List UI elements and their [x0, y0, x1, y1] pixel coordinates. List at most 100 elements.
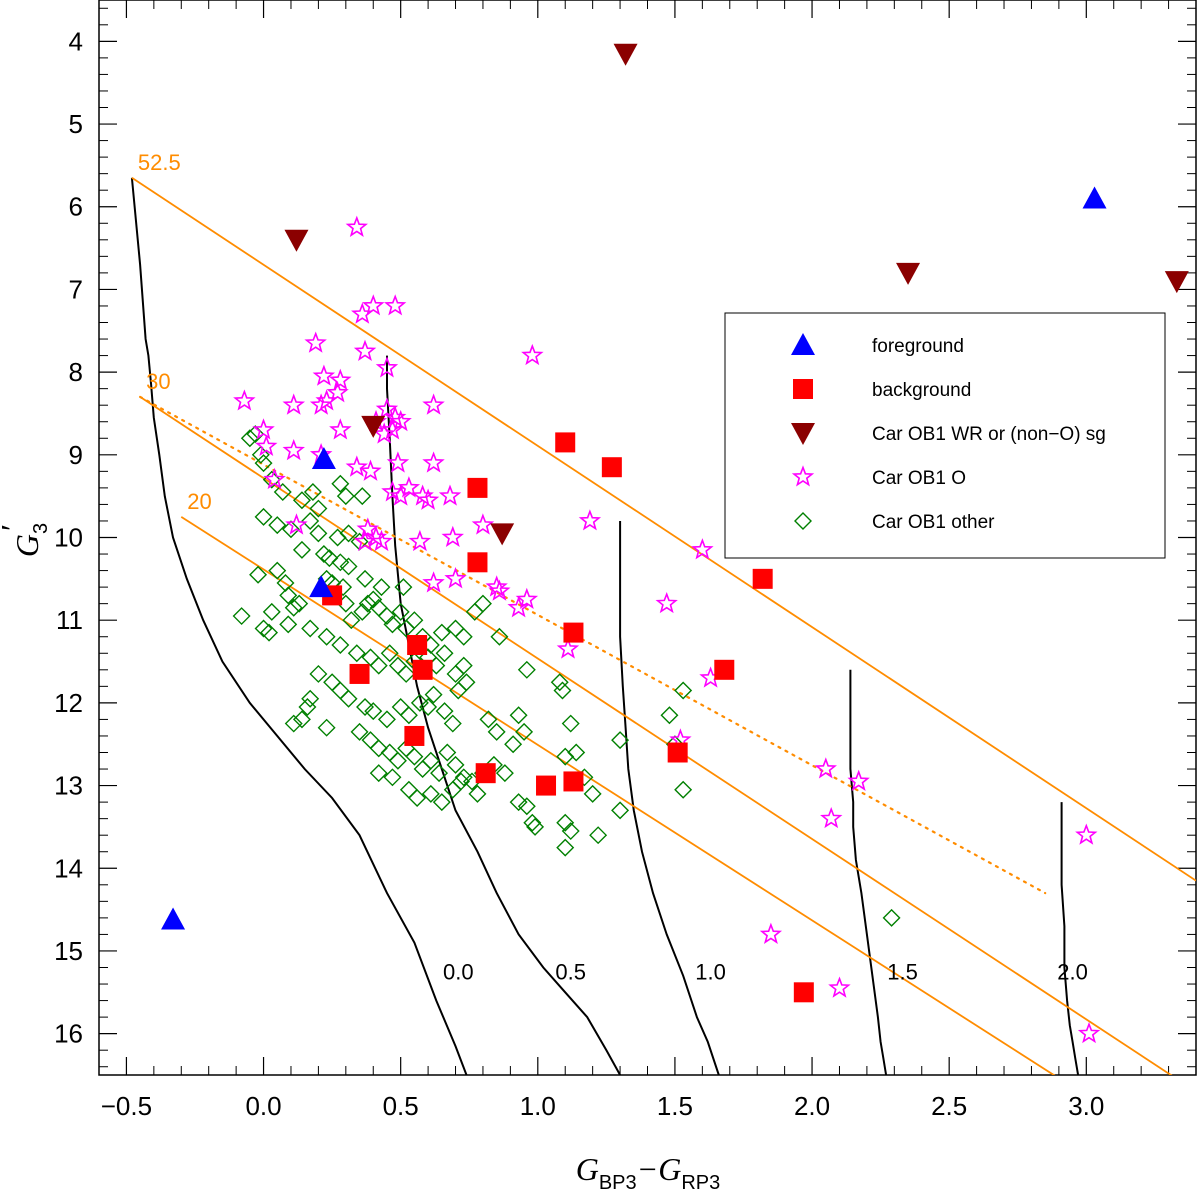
foreground-point — [309, 575, 334, 598]
o-point — [416, 488, 440, 510]
y-tick-label: 13 — [54, 771, 83, 801]
other-point — [567, 743, 586, 762]
o-point — [304, 331, 327, 353]
legend-label-foreground: foreground — [872, 336, 964, 357]
other-point — [331, 553, 350, 572]
background-point — [349, 663, 370, 684]
reddening-line-label: 30 — [146, 369, 170, 394]
background-point — [714, 659, 735, 680]
other-point — [281, 520, 300, 539]
o-point — [444, 567, 467, 589]
o-point — [759, 922, 783, 944]
other-point — [369, 739, 388, 758]
y-tick-label: 9 — [69, 440, 83, 470]
other-point — [446, 619, 465, 638]
other-point — [284, 714, 303, 733]
other-point — [432, 793, 451, 812]
other-point — [413, 760, 432, 779]
other-point — [334, 578, 353, 597]
other-point — [292, 540, 311, 559]
background-point — [536, 775, 557, 796]
data-points — [161, 43, 1189, 1044]
reddening-line-label: 20 — [187, 489, 211, 514]
extinction-curve — [849, 669, 888, 1075]
extinction-curve — [130, 177, 468, 1075]
other-point — [561, 714, 580, 733]
y-axis-title: G3′ — [0, 523, 52, 557]
other-point — [457, 673, 476, 692]
wr-point — [361, 415, 386, 438]
x-tick-label: −0.5 — [101, 1091, 152, 1121]
other-point — [410, 693, 429, 712]
other-point — [361, 648, 380, 667]
o-point — [408, 529, 432, 552]
other-point — [435, 644, 454, 663]
other-point — [399, 780, 418, 799]
extinction-curve-label: 0.5 — [555, 960, 586, 985]
other-point — [430, 764, 449, 783]
other-point — [336, 487, 355, 506]
x-tick-label: 0.0 — [245, 1091, 281, 1121]
y-tick-label: 5 — [69, 109, 83, 139]
o-point — [578, 509, 602, 531]
other-point — [364, 702, 383, 721]
other-point — [589, 826, 608, 845]
x-tick-label: 2.5 — [931, 1091, 967, 1121]
other-point — [380, 743, 399, 762]
other-point — [454, 768, 473, 787]
y-tick-label: 4 — [69, 26, 83, 56]
other-point — [553, 681, 572, 700]
foreground-point — [1082, 186, 1107, 209]
other-point — [232, 607, 251, 626]
o-point — [438, 484, 462, 506]
extinction-curve-label: 1.5 — [887, 960, 918, 985]
other-point — [303, 483, 322, 502]
other-point — [405, 747, 424, 766]
o-point — [471, 513, 495, 535]
tick-labels: −0.5 0.0 0.5 1.0 1.5 2.0 2.5 3.0 4 5 6 7 8 9 10 11 12 13 1… — [54, 26, 1104, 1121]
other-point — [358, 594, 377, 613]
legend-items: foreground background Car OB1 WR or (non−O… — [791, 333, 1106, 533]
other-point — [290, 594, 309, 613]
wr-point — [1164, 271, 1189, 294]
other-point — [583, 784, 602, 803]
extinction-curve-label: 2.0 — [1057, 960, 1088, 985]
other-point — [443, 714, 462, 733]
other-point — [372, 578, 391, 597]
other-point — [356, 698, 375, 717]
other-point — [317, 718, 336, 737]
other-point — [339, 689, 358, 708]
other-point — [504, 735, 523, 754]
extinction-curve — [619, 521, 720, 1075]
annotations: 0.0 0.5 1.0 1.5 2.0 52.5 30 20 — [138, 150, 1088, 985]
other-point — [556, 838, 575, 857]
other-point — [479, 710, 498, 729]
background-point — [404, 725, 425, 746]
extinction-curve-label: 0.0 — [443, 960, 474, 985]
o-point — [386, 451, 410, 473]
y-tick-label: 10 — [54, 523, 83, 553]
extinction-curves — [130, 177, 1080, 1075]
other-point — [353, 602, 372, 621]
o-point — [441, 525, 464, 548]
y-tick-label: 16 — [54, 1019, 83, 1049]
other-point — [421, 784, 440, 803]
other-point — [369, 764, 388, 783]
other-point — [331, 681, 350, 700]
background-point — [467, 477, 488, 498]
other-point — [246, 425, 265, 444]
other-point — [301, 511, 320, 530]
o-point — [384, 294, 407, 316]
y-tick-label: 14 — [54, 853, 83, 883]
other-point — [550, 673, 569, 692]
other-point — [490, 627, 509, 646]
extinction-curve-label: 1.0 — [695, 960, 726, 985]
other-point — [556, 813, 575, 832]
o-point — [691, 538, 714, 560]
reddening-line — [180, 516, 1056, 1075]
other-point — [452, 772, 470, 791]
other-point — [251, 445, 270, 464]
o-point — [282, 393, 306, 415]
o-point — [362, 294, 385, 316]
axis-ticks — [98, 0, 1197, 1075]
